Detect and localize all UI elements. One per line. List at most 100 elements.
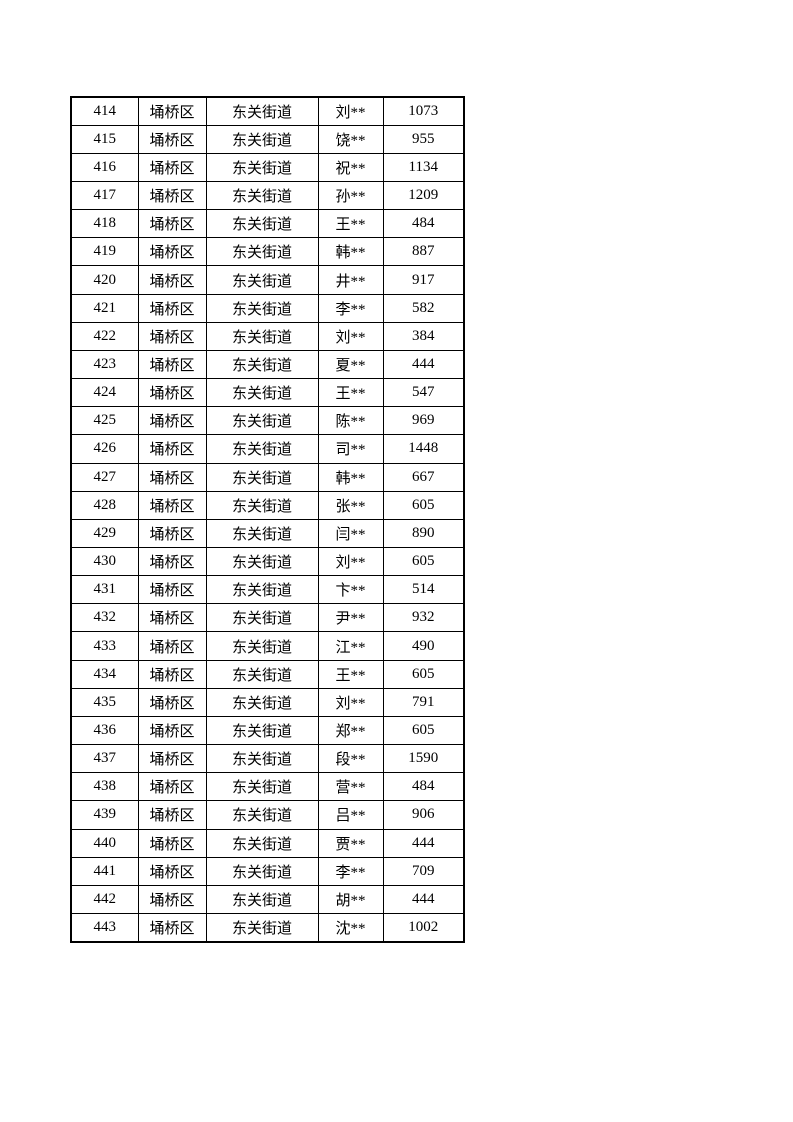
cell-serial: 427: [70, 462, 139, 492]
cell-street: 东关街道: [205, 378, 319, 408]
cell-district: 埇桥区: [137, 406, 207, 436]
table-row: 415 埇桥区 东关街道 饶** 955: [70, 124, 465, 154]
table-row: 436 埇桥区 东关街道 郑** 605: [70, 715, 465, 746]
cell-serial: 424: [70, 378, 139, 408]
cell-name: 夏**: [317, 349, 384, 380]
cell-district: 埇桥区: [137, 434, 207, 464]
cell-serial: 420: [70, 265, 139, 295]
cell-serial: 431: [70, 575, 139, 605]
cell-district: 埇桥区: [137, 603, 207, 633]
cell-district: 埇桥区: [137, 180, 207, 211]
cell-serial: 416: [70, 152, 139, 182]
cell-name: 沈**: [317, 913, 384, 943]
cell-name: 祝**: [317, 152, 384, 182]
cell-name: 井**: [317, 265, 384, 295]
table-row: 416 埇桥区 东关街道 祝** 1134: [70, 152, 465, 182]
cell-name: 营**: [317, 772, 384, 802]
cell-district: 埇桥区: [137, 575, 207, 605]
cell-street: 东关街道: [205, 152, 319, 182]
cell-serial: 428: [70, 490, 139, 520]
cell-value: 887: [382, 237, 465, 267]
cell-street: 东关街道: [205, 800, 319, 830]
cell-value: 917: [382, 265, 465, 295]
cell-street: 东关街道: [205, 462, 319, 492]
cell-district: 埇桥区: [137, 856, 207, 886]
cell-district: 埇桥区: [137, 96, 207, 126]
cell-value: 1590: [382, 744, 465, 774]
table-row: 425 埇桥区 东关街道 陈** 969: [70, 406, 465, 436]
cell-name: 孙**: [317, 180, 384, 211]
cell-serial: 440: [70, 828, 139, 858]
cell-name: 刘**: [317, 687, 384, 717]
cell-street: 东关街道: [205, 687, 319, 717]
cell-street: 东关街道: [205, 349, 319, 380]
table-row: 423 埇桥区 东关街道 夏** 444: [70, 349, 465, 380]
table-row: 427 埇桥区 东关街道 韩** 667: [70, 462, 465, 492]
cell-value: 484: [382, 772, 465, 802]
cell-district: 埇桥区: [137, 828, 207, 858]
cell-street: 东关街道: [205, 518, 319, 549]
table-row: 435 埇桥区 东关街道 刘** 791: [70, 687, 465, 717]
cell-value: 955: [382, 124, 465, 154]
cell-street: 东关街道: [205, 293, 319, 323]
cell-district: 埇桥区: [137, 913, 207, 943]
cell-district: 埇桥区: [137, 462, 207, 492]
table-row: 433 埇桥区 东关街道 江** 490: [70, 631, 465, 661]
cell-value: 932: [382, 603, 465, 633]
cell-street: 东关街道: [205, 546, 319, 577]
cell-name: 李**: [317, 293, 384, 323]
cell-street: 东关街道: [205, 884, 319, 915]
cell-serial: 415: [70, 124, 139, 154]
cell-name: 韩**: [317, 237, 384, 267]
cell-district: 埇桥区: [137, 237, 207, 267]
cell-name: 郑**: [317, 715, 384, 746]
cell-serial: 418: [70, 209, 139, 239]
cell-value: 709: [382, 856, 465, 886]
cell-district: 埇桥区: [137, 265, 207, 295]
cell-street: 东关街道: [205, 575, 319, 605]
table-row: 440 埇桥区 东关街道 贾** 444: [70, 828, 465, 858]
table-row: 414 埇桥区 东关街道 刘** 1073: [70, 96, 465, 126]
cell-value: 1002: [382, 913, 465, 943]
cell-value: 384: [382, 321, 465, 351]
cell-value: 1134: [382, 152, 465, 182]
cell-serial: 419: [70, 237, 139, 267]
table-row: 429 埇桥区 东关街道 闫** 890: [70, 518, 465, 549]
cell-street: 东关街道: [205, 828, 319, 858]
cell-value: 444: [382, 884, 465, 915]
cell-street: 东关街道: [205, 406, 319, 436]
cell-street: 东关街道: [205, 631, 319, 661]
cell-district: 埇桥区: [137, 349, 207, 380]
table-row: 439 埇桥区 东关街道 吕** 906: [70, 800, 465, 830]
table-row: 438 埇桥区 东关街道 营** 484: [70, 772, 465, 802]
cell-value: 1073: [382, 96, 465, 126]
cell-district: 埇桥区: [137, 687, 207, 717]
data-table: 414 埇桥区 东关街道 刘** 1073 415 埇桥区 东关街道 饶** 955 416 埇桥区东…: [70, 96, 465, 943]
cell-name: 韩**: [317, 462, 384, 492]
cell-street: 东关街道: [205, 913, 319, 943]
cell-street: 东关街道: [205, 772, 319, 802]
cell-street: 东关街道: [205, 265, 319, 295]
cell-serial: 435: [70, 687, 139, 717]
cell-serial: 436: [70, 715, 139, 746]
cell-value: 969: [382, 406, 465, 436]
cell-value: 582: [382, 293, 465, 323]
cell-name: 刘**: [317, 546, 384, 577]
cell-value: 890: [382, 518, 465, 549]
cell-serial: 432: [70, 603, 139, 633]
table-body: 414 埇桥区 东关街道 刘** 1073 415 埇桥区 东关街道 饶** 955 416 埇桥区东…: [70, 96, 465, 943]
cell-street: 东关街道: [205, 321, 319, 351]
cell-value: 605: [382, 546, 465, 577]
cell-value: 906: [382, 800, 465, 830]
table-row: 422 埇桥区 东关街道 刘** 384: [70, 321, 465, 351]
table-row: 437 埇桥区 东关街道 段** 1590: [70, 744, 465, 774]
table-row: 420 埇桥区 东关街道 井** 917: [70, 265, 465, 295]
cell-district: 埇桥区: [137, 546, 207, 577]
cell-serial: 433: [70, 631, 139, 661]
cell-value: 514: [382, 575, 465, 605]
table-row: 434 埇桥区 东关街道 王** 605: [70, 659, 465, 689]
table-row: 432 埇桥区 东关街道 尹** 932: [70, 603, 465, 633]
table-row: 430 埇桥区 东关街道 刘** 605: [70, 546, 465, 577]
cell-district: 埇桥区: [137, 744, 207, 774]
cell-street: 东关街道: [205, 209, 319, 239]
